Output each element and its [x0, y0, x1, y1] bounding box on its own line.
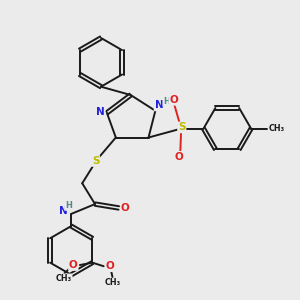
Text: O: O [69, 260, 78, 270]
Text: N: N [154, 100, 163, 110]
Text: N: N [96, 107, 105, 117]
Text: O: O [106, 261, 115, 271]
Text: N: N [58, 206, 67, 216]
Text: CH₃: CH₃ [269, 124, 285, 133]
Text: CH₃: CH₃ [105, 278, 121, 287]
Text: CH₃: CH₃ [56, 274, 72, 283]
Text: O: O [121, 203, 130, 213]
Text: S: S [92, 156, 99, 166]
Text: O: O [175, 152, 183, 162]
Text: O: O [169, 95, 178, 105]
Text: H: H [65, 201, 72, 210]
Text: H: H [163, 97, 170, 106]
Text: S: S [178, 122, 186, 132]
